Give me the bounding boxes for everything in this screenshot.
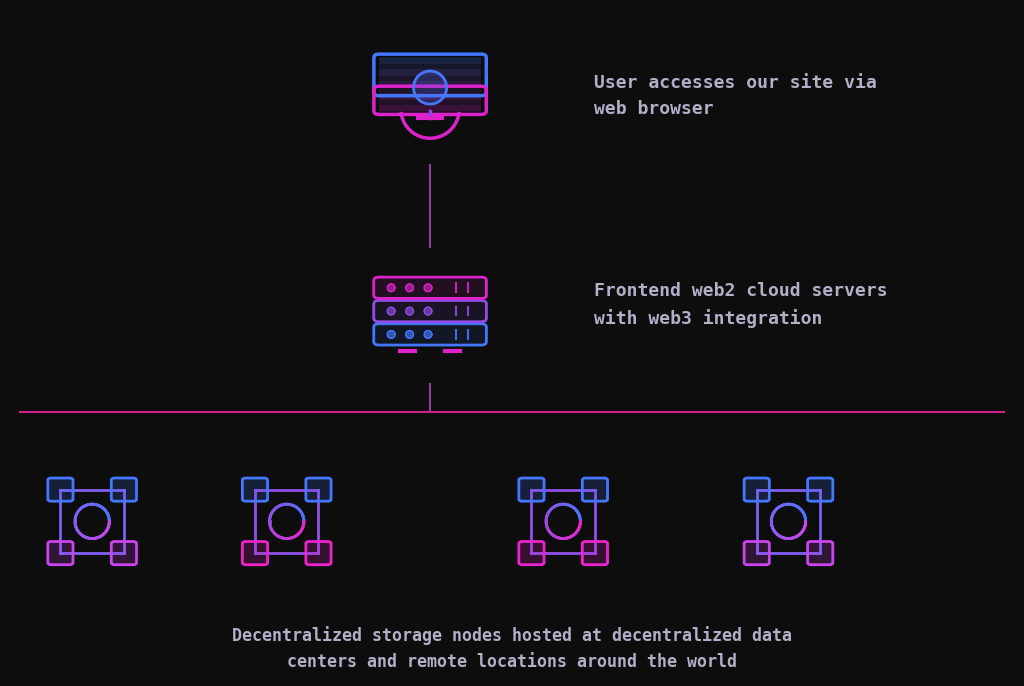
FancyBboxPatch shape [379, 66, 481, 67]
FancyBboxPatch shape [379, 71, 481, 73]
FancyBboxPatch shape [379, 80, 481, 82]
FancyBboxPatch shape [519, 541, 544, 565]
FancyBboxPatch shape [379, 98, 481, 100]
FancyBboxPatch shape [379, 95, 481, 97]
FancyBboxPatch shape [808, 541, 833, 565]
FancyBboxPatch shape [379, 105, 481, 106]
FancyBboxPatch shape [379, 67, 481, 69]
Polygon shape [387, 331, 395, 338]
Polygon shape [406, 284, 414, 292]
FancyBboxPatch shape [379, 74, 481, 76]
Polygon shape [406, 331, 414, 338]
FancyBboxPatch shape [112, 541, 136, 565]
Text: User accesses our site via
web browser: User accesses our site via web browser [594, 74, 877, 118]
FancyBboxPatch shape [808, 478, 833, 501]
FancyBboxPatch shape [379, 97, 481, 99]
FancyBboxPatch shape [379, 106, 481, 108]
FancyBboxPatch shape [243, 541, 267, 565]
FancyBboxPatch shape [379, 86, 481, 88]
FancyBboxPatch shape [379, 81, 481, 82]
FancyBboxPatch shape [374, 277, 486, 298]
FancyBboxPatch shape [379, 78, 481, 80]
FancyBboxPatch shape [379, 93, 481, 95]
FancyBboxPatch shape [379, 85, 481, 87]
FancyBboxPatch shape [583, 478, 607, 501]
FancyBboxPatch shape [379, 59, 481, 61]
FancyBboxPatch shape [379, 103, 481, 104]
FancyBboxPatch shape [379, 90, 481, 91]
FancyBboxPatch shape [583, 541, 607, 565]
FancyBboxPatch shape [379, 68, 481, 69]
Polygon shape [387, 284, 395, 292]
Text: Frontend web2 cloud servers
with web3 integration: Frontend web2 cloud servers with web3 in… [594, 282, 888, 329]
Polygon shape [424, 331, 432, 338]
FancyBboxPatch shape [379, 77, 481, 78]
FancyBboxPatch shape [379, 73, 481, 75]
FancyBboxPatch shape [243, 478, 267, 501]
FancyBboxPatch shape [379, 92, 481, 93]
FancyBboxPatch shape [379, 109, 481, 111]
FancyBboxPatch shape [744, 541, 769, 565]
FancyBboxPatch shape [744, 478, 769, 501]
FancyBboxPatch shape [379, 107, 481, 109]
FancyBboxPatch shape [379, 61, 481, 63]
Polygon shape [414, 71, 446, 104]
FancyBboxPatch shape [112, 478, 136, 501]
FancyBboxPatch shape [519, 478, 544, 501]
FancyBboxPatch shape [379, 83, 481, 85]
FancyBboxPatch shape [379, 63, 481, 65]
FancyBboxPatch shape [379, 99, 481, 101]
FancyBboxPatch shape [306, 541, 331, 565]
FancyBboxPatch shape [374, 324, 486, 345]
FancyBboxPatch shape [379, 87, 481, 89]
FancyBboxPatch shape [379, 69, 481, 71]
Polygon shape [424, 307, 432, 315]
FancyBboxPatch shape [374, 300, 486, 322]
FancyBboxPatch shape [379, 57, 481, 58]
FancyBboxPatch shape [379, 60, 481, 62]
FancyBboxPatch shape [379, 110, 481, 112]
FancyBboxPatch shape [379, 96, 481, 98]
FancyBboxPatch shape [379, 108, 481, 110]
FancyBboxPatch shape [379, 79, 481, 80]
FancyBboxPatch shape [379, 104, 481, 106]
FancyBboxPatch shape [379, 91, 481, 93]
Polygon shape [406, 307, 414, 315]
FancyBboxPatch shape [379, 72, 481, 74]
FancyBboxPatch shape [379, 58, 481, 60]
FancyBboxPatch shape [48, 478, 73, 501]
FancyBboxPatch shape [48, 541, 73, 565]
FancyBboxPatch shape [379, 64, 481, 67]
Text: Decentralized storage nodes hosted at decentralized data
centers and remote loca: Decentralized storage nodes hosted at de… [232, 626, 792, 671]
FancyBboxPatch shape [379, 82, 481, 84]
FancyBboxPatch shape [379, 75, 481, 77]
FancyBboxPatch shape [379, 94, 481, 96]
FancyBboxPatch shape [306, 478, 331, 501]
FancyBboxPatch shape [379, 102, 481, 104]
Polygon shape [387, 307, 395, 315]
FancyBboxPatch shape [379, 101, 481, 102]
FancyBboxPatch shape [379, 88, 481, 91]
FancyBboxPatch shape [379, 70, 481, 72]
FancyBboxPatch shape [379, 84, 481, 86]
FancyBboxPatch shape [379, 62, 481, 64]
Polygon shape [424, 284, 432, 292]
